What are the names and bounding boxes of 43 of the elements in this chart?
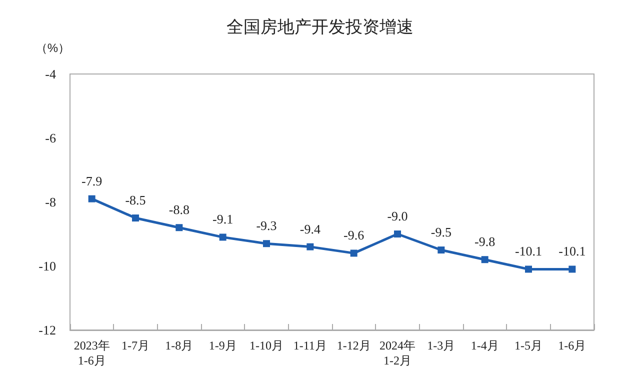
data-label: -9.4 <box>300 221 321 236</box>
y-tick-label: -10 <box>38 258 56 274</box>
x-tick-label: 1-5月 <box>514 338 542 352</box>
point <box>350 250 358 257</box>
data-label: -8.5 <box>125 192 146 208</box>
y-tick-label: -8 <box>45 194 56 210</box>
point <box>394 230 401 238</box>
x-tick-label: 1-6月 <box>558 338 586 352</box>
x-tick-label: 1-12月 <box>336 338 371 352</box>
point <box>176 224 183 232</box>
data-label: -9.5 <box>430 224 452 240</box>
data-label: -10.1 <box>514 244 542 259</box>
point <box>306 243 314 250</box>
x-tick-label: 1-4月 <box>470 338 499 352</box>
y-axis-title: （%） <box>35 41 70 55</box>
chart-title: 全国房地产开发投资增速 <box>226 18 414 38</box>
data-label: -9.8 <box>474 234 496 250</box>
point <box>481 256 488 264</box>
data-label: -8.8 <box>168 202 190 218</box>
x-tick-label: 1-9月 <box>208 338 237 352</box>
point <box>88 195 96 202</box>
point <box>132 214 139 222</box>
x-tick-label: 1-8月 <box>165 338 194 352</box>
point <box>568 266 576 273</box>
x-tick-label: 1-3月 <box>427 338 456 352</box>
y-tick-label: -4 <box>45 66 56 82</box>
y-tick-label: -12 <box>38 322 56 338</box>
data-label: -10.1 <box>558 244 586 259</box>
x-tick-label: 2023年 1-6月 <box>74 338 110 368</box>
point <box>263 240 270 248</box>
data-label: -9.0 <box>387 208 408 224</box>
y-tick-label: -6 <box>45 130 56 146</box>
point <box>525 266 532 273</box>
point <box>438 246 445 254</box>
x-tick-label: 1-10月 <box>250 338 284 352</box>
point <box>219 234 226 241</box>
data-label: -9.6 <box>344 228 365 243</box>
x-tick-label: 1-11月 <box>293 338 327 352</box>
data-label: -9.1 <box>212 212 234 227</box>
x-tick-label: 2024年 1-2月 <box>380 338 416 368</box>
data-label: -7.9 <box>82 173 102 188</box>
x-tick-label: 1-7月 <box>122 338 150 352</box>
data-label: -9.3 <box>256 218 277 234</box>
